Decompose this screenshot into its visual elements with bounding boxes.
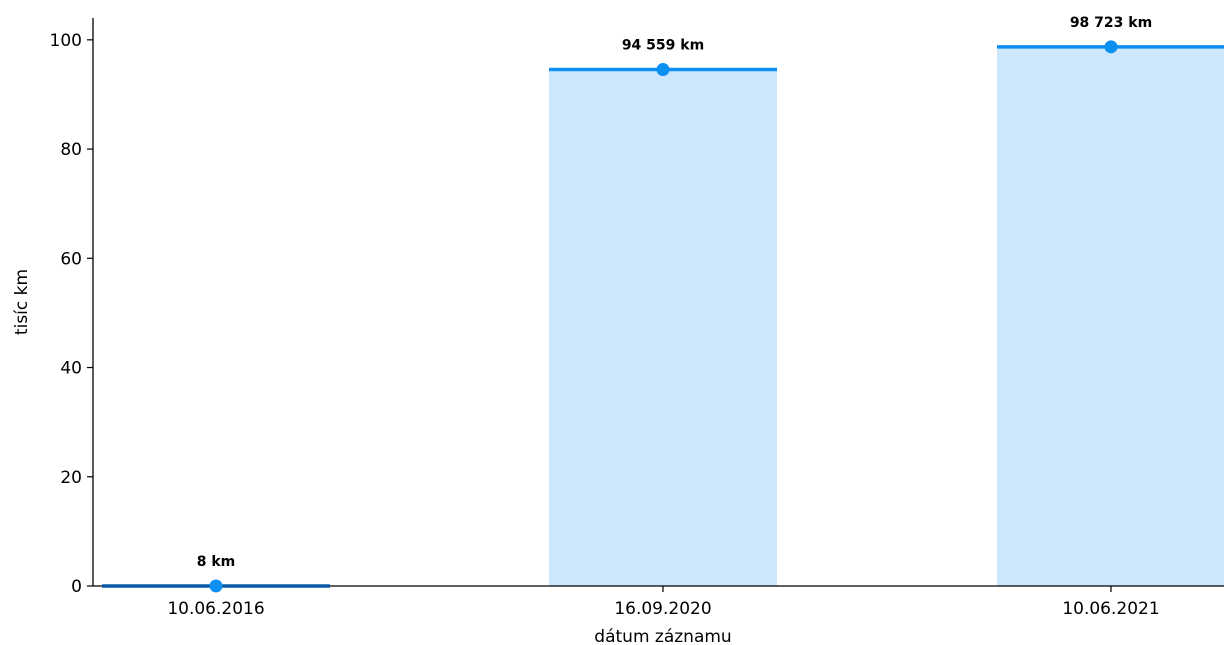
y-tick-label: 20: [60, 468, 82, 488]
x-tick-label: 10.06.2021: [1062, 599, 1159, 619]
y-tick-label: 80: [60, 140, 82, 160]
y-tick-label: 0: [71, 577, 82, 597]
x-ticks: 10.06.2016 16.09.2020 10.06.2021: [167, 586, 1160, 619]
y-tick-label: 40: [60, 359, 82, 379]
data-point-marker: [656, 63, 670, 77]
x-tick-label: 10.06.2016: [167, 599, 264, 619]
marks-layer: 8 km 94 559 km 98 723 km: [102, 15, 1224, 593]
y-tick-label: 60: [60, 249, 82, 269]
data-point-marker: [1104, 40, 1118, 54]
bars-layer: [102, 46, 1224, 587]
data-label: 98 723 km: [1070, 15, 1152, 31]
x-tick-label: 16.09.2020: [614, 599, 711, 619]
x-axis-label: dátum záznamu: [594, 627, 731, 645]
bar: [997, 46, 1224, 586]
data-point-marker: [209, 579, 223, 593]
data-label: 94 559 km: [622, 38, 704, 54]
y-tick-label: 100: [50, 31, 82, 51]
bar: [549, 69, 777, 587]
y-ticks: 0 20 40 60 80 100: [50, 31, 93, 597]
data-label: 8 km: [197, 554, 236, 570]
y-axis-label: tisíc km: [12, 269, 32, 335]
